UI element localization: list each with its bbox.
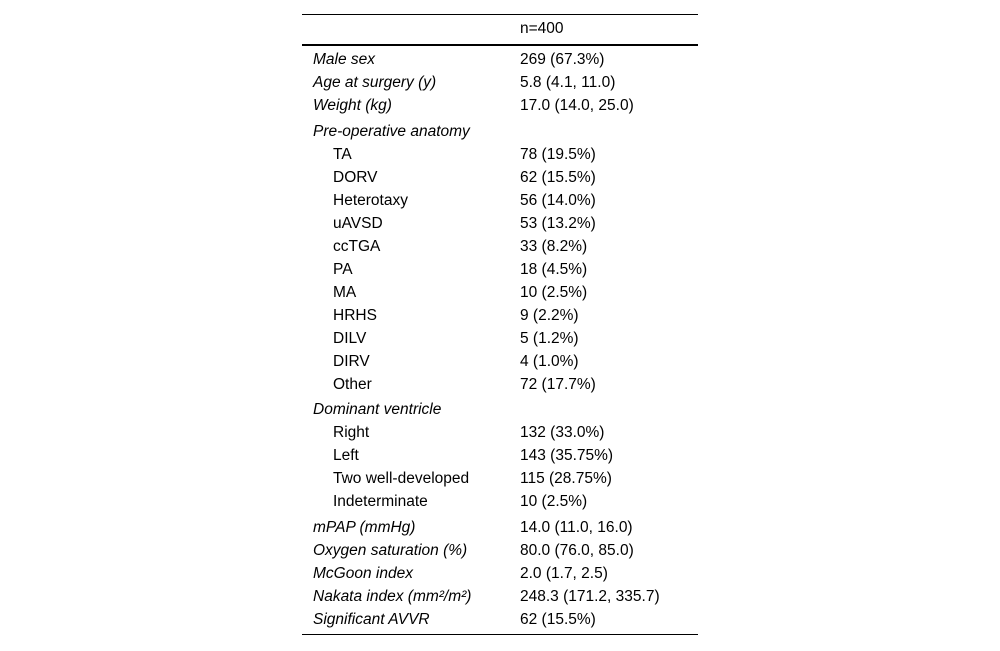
table-row: Other 72 (17.7%) (302, 373, 698, 396)
table-row: Heterotaxy 56 (14.0%) (302, 189, 698, 212)
table-row: MA 10 (2.5%) (302, 281, 698, 304)
row-label: DORV (333, 168, 378, 186)
row-label: Pre-operative anatomy (313, 122, 470, 140)
baseline-characteristics-table: n=400 Male sex 269 (67.3%) Age at surgery … (302, 14, 698, 635)
row-value: 80.0 (76.0, 85.0) (520, 541, 634, 559)
row-label: DILV (333, 329, 367, 347)
row-value (520, 120, 698, 143)
row-label: Right (333, 424, 370, 441)
row-label: Significant AVVR (313, 610, 430, 628)
row-label: Left (333, 447, 359, 464)
row-value: 62 (15.5%) (520, 610, 596, 628)
row-label: Oxygen saturation (%) (313, 541, 468, 559)
row-value: 14.0 (11.0, 16.0) (520, 518, 633, 536)
row-value: 17.0 (14.0, 25.0) (520, 97, 634, 114)
row-label: Weight (kg) (313, 97, 392, 114)
row-value: 53 (13.2%) (520, 214, 596, 232)
table-body: Male sex 269 (67.3%) Age at surgery (y) 5.8… (302, 46, 698, 635)
row-label: Other (333, 375, 372, 393)
table-row: TA 78 (19.5%) (302, 143, 698, 166)
column-header-n: n=400 (520, 20, 564, 37)
row-label: TA (333, 145, 352, 163)
row-label: Indeterminate (333, 493, 428, 510)
row-label: Dominant ventricle (313, 401, 442, 418)
row-label: uAVSD (333, 214, 383, 232)
table-row: Left 143 (35.75%) (302, 444, 698, 467)
table-row: PA 18 (4.5%) (302, 258, 698, 281)
table-row: ccTGA 33 (8.2%) (302, 235, 698, 258)
table-row: Right 132 (33.0%) (302, 421, 698, 444)
row-value: 78 (19.5%) (520, 145, 596, 163)
table-row: Oxygen saturation (%) 80.0 (76.0, 85.0) (302, 539, 698, 562)
table-row: uAVSD 53 (13.2%) (302, 212, 698, 235)
table-header-row: n=400 (302, 15, 698, 46)
row-label: Age at surgery (y) (313, 74, 437, 91)
row-label: MA (333, 283, 357, 301)
row-label: mPAP (mmHg) (313, 518, 416, 536)
row-label: Heterotaxy (333, 191, 408, 209)
row-label: HRHS (333, 306, 377, 324)
row-value: 5.8 (4.1, 11.0) (520, 74, 616, 91)
row-value: 62 (15.5%) (520, 168, 596, 186)
row-value (520, 398, 698, 421)
row-value: 18 (4.5%) (520, 260, 588, 278)
row-value: 33 (8.2%) (520, 237, 588, 255)
row-value: 132 (33.0%) (520, 424, 605, 441)
row-value: 115 (28.75%) (520, 470, 612, 487)
row-value: 9 (2.2%) (520, 306, 579, 324)
row-label: Two well-developed (333, 470, 470, 487)
row-value: 248.3 (171.2, 335.7) (520, 587, 660, 605)
table-row: DORV 62 (15.5%) (302, 166, 698, 189)
row-value: 5 (1.2%) (520, 329, 579, 347)
table-row: HRHS 9 (2.2%) (302, 304, 698, 327)
table-row: Two well-developed 115 (28.75%) (302, 467, 698, 490)
row-label: ccTGA (333, 237, 381, 255)
row-value: 56 (14.0%) (520, 191, 596, 209)
table-row: DIRV 4 (1.0%) (302, 350, 698, 373)
table-row: McGoon index 2.0 (1.7, 2.5) (302, 562, 698, 585)
row-label: Nakata index (mm²/m²) (313, 587, 472, 605)
row-value: 72 (17.7%) (520, 375, 596, 393)
table-row: Weight (kg) 17.0 (14.0, 25.0) (302, 94, 698, 117)
row-value: 143 (35.75%) (520, 447, 614, 464)
table-row: Nakata index (mm²/m²) 248.3 (171.2, 335.7… (302, 585, 698, 608)
table-row: Dominant ventricle (302, 398, 698, 421)
table-row: Age at surgery (y) 5.8 (4.1, 11.0) (302, 71, 698, 94)
table-row: DILV 5 (1.2%) (302, 327, 698, 350)
row-value: 2.0 (1.7, 2.5) (520, 564, 608, 582)
row-value: 10 (2.5%) (520, 493, 588, 510)
row-value: 269 (67.3%) (520, 51, 605, 68)
table-row: mPAP (mmHg) 14.0 (11.0, 16.0) (302, 516, 698, 539)
row-label: PA (333, 260, 353, 278)
table-row: Indeterminate 10 (2.5%) (302, 490, 698, 513)
row-label: Male sex (313, 51, 376, 68)
row-label: McGoon index (313, 564, 413, 582)
table-row: Male sex 269 (67.3%) (302, 48, 698, 71)
table-row: Pre-operative anatomy (302, 120, 698, 143)
row-label: DIRV (333, 352, 370, 370)
row-value: 4 (1.0%) (520, 352, 579, 370)
row-value: 10 (2.5%) (520, 283, 588, 301)
table-row: Significant AVVR 62 (15.5%) (302, 608, 698, 631)
